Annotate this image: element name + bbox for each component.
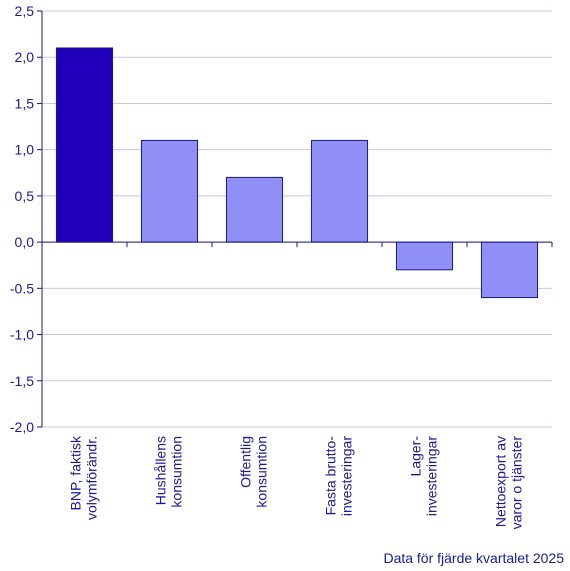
y-tick-label: -1,0: [10, 327, 34, 343]
category-label-line: Offentlig: [238, 436, 254, 488]
category-label-line: Nettoexport av: [493, 436, 509, 527]
y-tick-label: 2,5: [15, 3, 35, 19]
category-label: BNP, faktisk volymförändr.: [68, 435, 100, 520]
category-label-line: varor o tjänster: [509, 436, 525, 530]
category-label-line: BNP, faktisk: [68, 435, 84, 510]
y-tick-label: -1,5: [10, 373, 34, 389]
bar: [395, 241, 454, 271]
category-label: Nettoexport av varor o tjänster: [493, 436, 525, 530]
y-tick-label: 1,0: [15, 142, 35, 158]
y-tick-label: 2,0: [15, 49, 35, 65]
category-label: Lager-investeringar: [408, 436, 440, 516]
category-label-line: Lager-: [408, 436, 424, 477]
y-tick-label: -2,0: [10, 419, 34, 435]
category-label: Fasta brutto-investeringar: [323, 436, 355, 516]
category-label-line: Hushållens: [153, 436, 169, 505]
bar: [480, 241, 539, 299]
y-tick-label: -0.5: [10, 280, 34, 296]
category-label: Offentlig konsumtion: [238, 436, 270, 508]
y-tick-label: 0,5: [15, 188, 35, 204]
category-label: Hushållens konsumtion: [153, 436, 185, 508]
category-label-line: volymförändr.: [84, 436, 100, 520]
footnote: Data för fjärde kvartalet 2025: [383, 550, 564, 566]
category-label-line: konsumtion: [254, 436, 270, 508]
bar: [310, 139, 369, 243]
category-label-line: investeringar: [339, 436, 355, 516]
y-tick-label: 0,0: [15, 234, 35, 250]
category-label-line: konsumtion: [169, 436, 185, 508]
category-label-line: Fasta brutto-: [323, 436, 339, 516]
y-tick-label: 1,5: [15, 95, 35, 111]
category-label-line: investeringar: [424, 436, 440, 516]
bar: [140, 139, 199, 243]
bar: [225, 176, 284, 243]
bar: [55, 47, 114, 243]
